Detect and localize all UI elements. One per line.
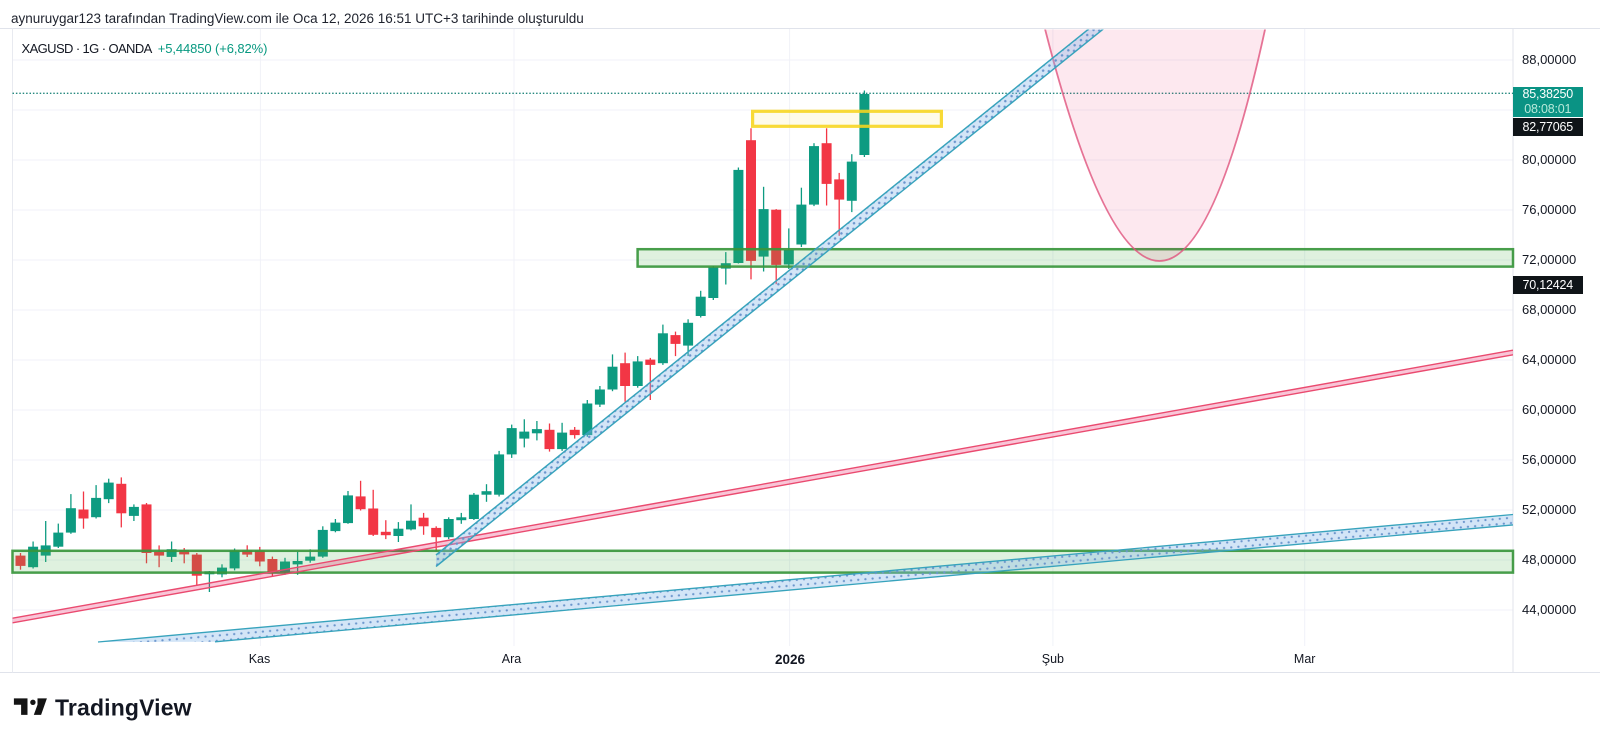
svg-text:TradingView: TradingView <box>55 694 192 720</box>
